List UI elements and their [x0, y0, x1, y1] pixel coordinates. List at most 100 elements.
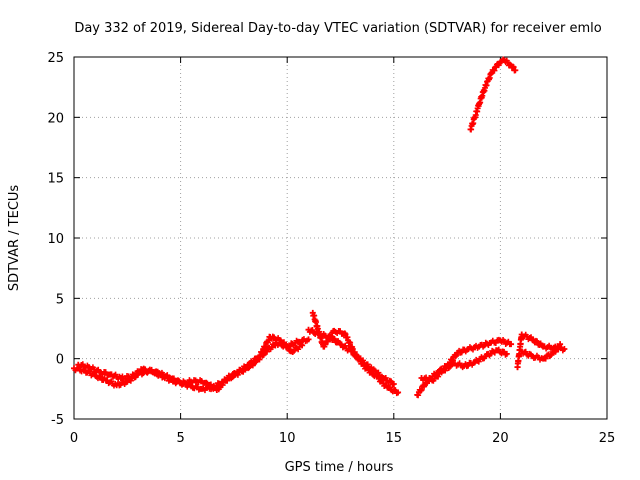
- data-point: [96, 368, 103, 375]
- data-point: [224, 374, 231, 381]
- data-point: [107, 371, 114, 378]
- track-marker: [445, 364, 452, 371]
- sat-track-b: [75, 333, 306, 394]
- track-marker: [534, 338, 541, 345]
- data-point: [198, 385, 205, 392]
- data-point: [497, 58, 504, 65]
- data-point: [550, 349, 557, 356]
- data-point: [213, 387, 220, 394]
- data-point: [373, 373, 380, 380]
- data-points: [71, 56, 568, 399]
- data-point: [305, 336, 312, 343]
- y-tick-label: -5: [51, 413, 64, 428]
- data-point: [337, 341, 344, 348]
- data-point: [476, 101, 483, 108]
- data-point: [305, 326, 312, 333]
- data-point: [439, 367, 446, 374]
- track-marker: [328, 333, 335, 340]
- y-axis-label: SDTVAR / TECUs: [7, 185, 22, 292]
- data-point: [341, 330, 348, 337]
- data-point: [512, 67, 519, 74]
- data-point: [149, 368, 156, 375]
- chart-title: Day 332 of 2019, Sidereal Day-to-day VTE…: [74, 21, 601, 36]
- track-marker: [418, 387, 425, 394]
- data-point: [171, 378, 178, 385]
- data-point: [235, 368, 242, 375]
- data-point: [518, 331, 525, 338]
- data-point: [493, 347, 500, 354]
- data-point: [85, 364, 92, 371]
- data-point: [395, 389, 402, 396]
- data-point: [508, 62, 515, 69]
- data-point: [331, 327, 338, 334]
- data-point: [467, 126, 474, 133]
- data-point: [418, 374, 425, 381]
- data-point: [529, 353, 536, 360]
- track-marker: [285, 344, 292, 351]
- sat-track-f: [418, 346, 510, 384]
- data-point: [471, 114, 478, 121]
- track-marker: [284, 343, 291, 350]
- data-point: [480, 88, 487, 95]
- data-point: [471, 359, 478, 366]
- x-tick-label: 25: [599, 431, 616, 446]
- y-tick-label: 15: [47, 172, 64, 187]
- data-point: [113, 382, 120, 389]
- data-point: [160, 373, 167, 380]
- data-point: [309, 309, 316, 316]
- track-marker: [324, 338, 331, 345]
- data-point: [384, 384, 391, 391]
- y-tick-label: 5: [56, 292, 64, 307]
- track-marker: [435, 373, 442, 380]
- data-point: [71, 365, 77, 372]
- track-marker: [243, 364, 250, 371]
- data-point: [181, 379, 188, 386]
- data-point: [484, 78, 491, 85]
- x-tick-label: 15: [386, 431, 403, 446]
- sat-track-d: [309, 309, 402, 397]
- data-point: [192, 377, 199, 384]
- data-point: [486, 339, 493, 346]
- data-point: [501, 57, 508, 64]
- data-point: [267, 333, 274, 340]
- track-marker: [331, 335, 338, 342]
- data-point: [514, 364, 521, 371]
- data-point: [128, 373, 135, 380]
- data-point: [497, 337, 504, 344]
- y-tick-label: 25: [47, 51, 64, 66]
- track-marker: [250, 359, 257, 366]
- data-point: [256, 353, 263, 360]
- data-point: [454, 349, 461, 356]
- data-point: [245, 361, 252, 368]
- data-point: [124, 378, 131, 385]
- y-tick-label: 20: [47, 111, 64, 126]
- data-point: [390, 381, 397, 388]
- data-point: [529, 336, 536, 343]
- data-point: [102, 377, 109, 384]
- track-marker: [219, 382, 226, 389]
- data-point: [352, 352, 359, 359]
- data-point: [557, 341, 564, 348]
- x-tick-label: 20: [492, 431, 509, 446]
- track-marker: [281, 339, 288, 346]
- data-point: [508, 341, 515, 348]
- data-point: [450, 360, 457, 367]
- plot-frame: [73, 56, 608, 420]
- data-point: [117, 374, 124, 381]
- data-point: [75, 361, 82, 368]
- sat-track-i: [467, 56, 519, 133]
- data-point: [540, 355, 547, 362]
- x-tick-label: 10: [279, 431, 296, 446]
- y-tick-label: 10: [47, 232, 64, 247]
- data-point: [320, 343, 327, 350]
- data-point: [540, 343, 547, 350]
- track-marker: [369, 368, 376, 375]
- x-tick-label: 5: [176, 431, 184, 446]
- data-point: [414, 391, 421, 398]
- data-point: [429, 377, 436, 384]
- x-axis-label: GPS time / hours: [285, 460, 394, 475]
- track-marker: [360, 360, 367, 367]
- data-point: [363, 365, 370, 372]
- track-marker: [249, 359, 256, 366]
